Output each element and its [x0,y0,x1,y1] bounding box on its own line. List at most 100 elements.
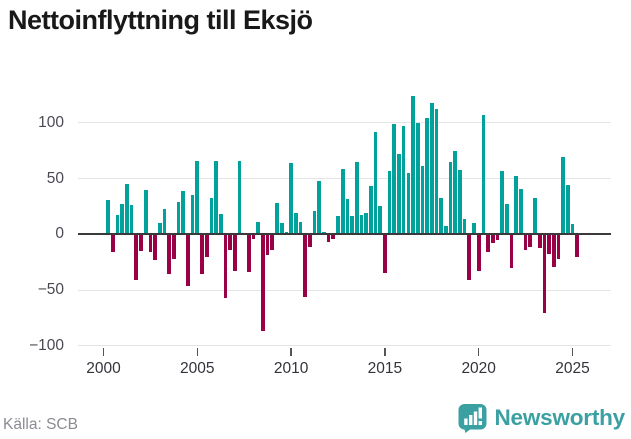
bar-positive [143,189,148,235]
bar-negative [204,234,209,257]
bar-negative [167,234,171,275]
bar-negative [383,234,387,274]
bar-positive [504,204,509,235]
bar-negative [251,234,256,239]
x-axis-label: 2025 [555,360,590,377]
bar-positive [458,169,462,235]
bar-positive [561,157,565,235]
bar-negative [247,234,251,273]
bar-positive [500,170,504,235]
bar-negative [523,234,528,250]
bar-positive [406,173,411,235]
bar-negative [551,234,556,267]
bar-positive [195,160,200,235]
x-axis-tick [571,348,574,356]
newsworthy-wordmark: Newsworthy [494,405,625,430]
bar-positive [373,131,378,235]
bar-negative [490,234,495,244]
bar-positive [350,216,354,235]
bar-negative [542,234,547,314]
bar-positive [415,122,420,235]
bar-positive [237,160,242,235]
bar-positive [397,154,401,235]
bar-positive [157,223,162,235]
bar-positive [125,184,129,235]
newsworthy-logo-link[interactable]: Newsworthy [458,403,625,433]
newsworthy-icon [458,404,487,433]
bar-positive [218,214,223,235]
bar-positive [420,166,425,235]
bar-negative [326,234,331,243]
x-axis-tick [477,348,480,356]
bar-negative [134,234,139,280]
bar-positive [284,232,289,235]
bar-negative [200,234,204,275]
x-axis-label: 2010 [273,360,309,377]
bar-positive [570,224,575,235]
bar-positive [411,96,415,235]
x-axis-label: 2015 [367,360,403,377]
bar-positive [181,190,186,235]
bar-positive [439,197,444,235]
bar-negative [547,234,551,255]
y-axis-label: 100 [38,113,64,131]
bar-positive [312,210,317,235]
bar-negative [139,234,143,251]
bar-positive [289,162,293,235]
bar-positive [176,201,181,235]
bar-positive [359,215,364,235]
bar-negative [265,234,270,256]
bar-positive [279,223,284,235]
bar-positive [354,161,359,235]
bar-negative [223,234,228,298]
bar-positive [481,115,486,235]
y-axis-label: −100 [29,336,64,354]
zero-axis-line [78,233,611,236]
bar-negative [153,234,157,260]
bar-positive [190,195,195,235]
bar-negative [111,234,115,253]
bar-negative [528,234,533,247]
bar-positive [378,206,383,235]
bar-negative [495,234,500,240]
bar-positive [533,197,537,235]
chart-title: Nettoinflyttning till Eksjö [8,5,313,35]
bar-positive [453,150,458,235]
bar-negative [308,234,312,247]
bar-positive [392,123,397,235]
bar-positive [448,161,453,235]
x-axis-tick [196,348,199,356]
bar-negative [575,234,580,257]
y-gridline [78,345,611,347]
bar-negative [232,234,237,272]
bar-positive [340,168,345,235]
bar-positive [565,185,570,235]
bar-positive [322,232,326,235]
bar-negative [537,234,542,248]
x-axis-label: 2005 [180,360,215,377]
bar-positive [214,160,218,235]
bar-positive [425,118,429,235]
y-gridline [78,122,611,124]
bar-positive [472,223,476,235]
bar-positive [298,222,303,235]
bar-negative [509,234,514,268]
bar-positive [256,222,261,235]
bar-positive [106,199,111,235]
bar-negative [556,234,561,259]
bar-positive [462,218,467,235]
bar-positive [317,180,322,235]
x-axis-label: 2000 [86,360,121,377]
bar-positive [434,109,439,235]
bar-positive [387,170,392,235]
bar-positive [275,203,279,235]
bar-negative [261,234,265,332]
bar-positive [444,226,448,235]
bar-positive [514,176,519,235]
bar-positive [345,198,350,235]
bar-negative [186,234,190,286]
bar-negative [270,234,275,250]
source-note: Källa: SCB [3,416,78,433]
